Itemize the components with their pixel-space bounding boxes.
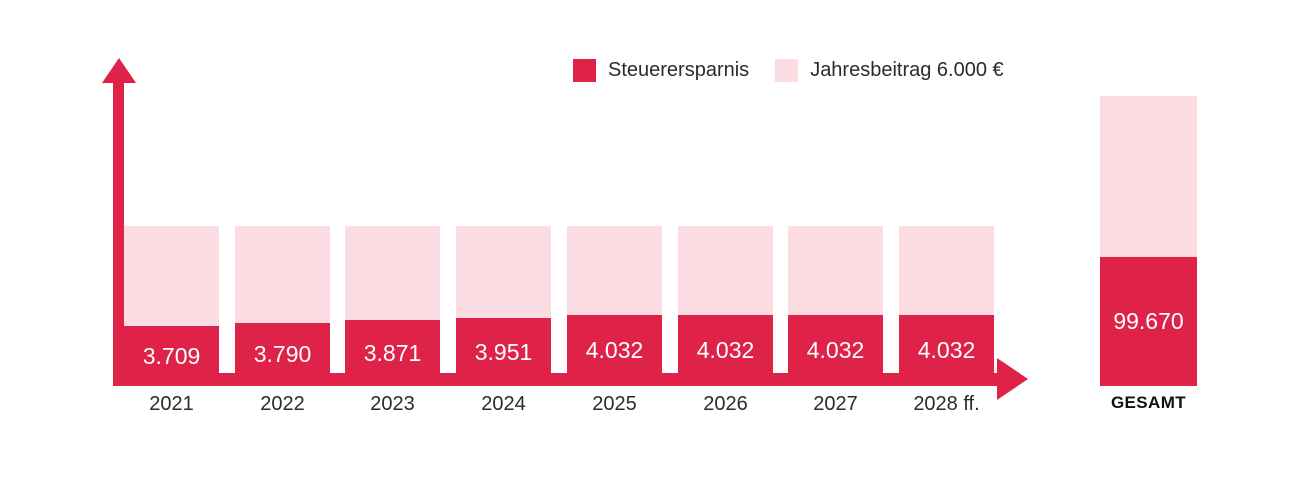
savings-value-label-2021: 3.709 [142, 342, 201, 369]
savings-value-label-2028-ff-: 4.032 [917, 337, 976, 363]
savings-value-label-2026: 4.032 [696, 337, 755, 363]
x-axis-arrowhead-icon [997, 358, 1028, 400]
legend-swatch-jahresbeitrag-icon [775, 59, 799, 82]
savings-value-label-2022: 3.790 [253, 341, 312, 367]
x-tick-label-2025: 2025 [592, 393, 637, 415]
savings-value-label-2025: 4.032 [585, 337, 644, 363]
savings-value-label-2027: 4.032 [806, 337, 865, 363]
savings-value-label-2024: 3.951 [474, 338, 533, 365]
contribution-segment-2024 [456, 226, 551, 318]
y-axis [113, 80, 124, 386]
savings-segment-2024: 3.951 [456, 318, 551, 386]
total-tick-label: GESAMT [1110, 393, 1187, 412]
legend-item-jahresbeitrag: Jahresbeitrag 6.000 € [775, 59, 1004, 82]
legend-item-steuerersparnis: Steuerersparnis [573, 59, 749, 82]
contribution-segment-2028-ff- [899, 226, 994, 315]
bar-2025: 4.032 [567, 226, 662, 386]
x-tick-label-2026: 2026 [703, 393, 748, 415]
bar-2027: 4.032 [788, 226, 883, 386]
contribution-segment-2023 [345, 226, 440, 320]
contribution-segment-2022 [235, 226, 330, 323]
legend: Steuerersparnis Jahresbeitrag 6.000 € [573, 59, 1004, 82]
x-tick-label-2023: 2023 [370, 393, 415, 415]
bar-2023: 3.871 [345, 226, 440, 386]
y-axis-arrowhead-icon [102, 58, 136, 83]
x-tick-label-2028-ff-: 2028 ff. [913, 393, 980, 415]
x-axis [113, 373, 998, 386]
savings-segment-2027: 4.032 [788, 315, 883, 386]
savings-segment-2021: 3.709 [124, 326, 219, 386]
contribution-segment-2027 [788, 226, 883, 315]
savings-segment-2023: 3.871 [345, 320, 440, 386]
x-tick-label-2024: 2024 [481, 393, 526, 415]
contribution-segment-2026 [678, 226, 773, 315]
legend-label-jahresbeitrag: Jahresbeitrag 6.000 € [810, 59, 1004, 81]
total-bar: 99.670 [1100, 96, 1197, 386]
bar-2021: 3.709 [124, 226, 219, 386]
contribution-segment-2021 [124, 226, 219, 326]
contribution-segment-2025 [567, 226, 662, 315]
savings-segment-2026: 4.032 [678, 315, 773, 386]
x-tick-label-2021: 2021 [149, 393, 194, 415]
bar-2024: 3.951 [456, 226, 551, 386]
savings-segment-2022: 3.790 [235, 323, 330, 386]
x-tick-label-2022: 2022 [260, 393, 305, 415]
savings-segment-2028-ff-: 4.032 [899, 315, 994, 386]
total-savings-segment: 99.670 [1100, 257, 1197, 386]
legend-label-steuerersparnis: Steuerersparnis [608, 59, 750, 81]
bar-2022: 3.790 [235, 226, 330, 386]
savings-segment-2025: 4.032 [567, 315, 662, 386]
savings-value-label-2023: 3.871 [363, 339, 422, 366]
total-value-label: 99.670 [1113, 308, 1184, 334]
x-tick-label-2027: 2027 [813, 393, 858, 415]
legend-swatch-steuerersparnis-icon [573, 59, 596, 82]
total-contribution-segment [1100, 96, 1197, 257]
bar-2026: 4.032 [678, 226, 773, 386]
bar-2028-ff-: 4.032 [899, 226, 994, 386]
